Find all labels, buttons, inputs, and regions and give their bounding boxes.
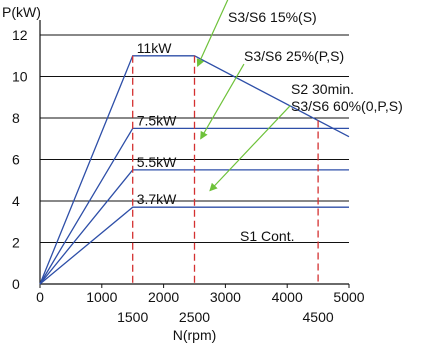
annotation-label: S3/S6 25%(P,S) (244, 48, 344, 64)
annotation-label: S3/S6 15%(S) (228, 9, 317, 25)
y-tick-label: 8 (12, 110, 20, 126)
x-tick-label-extra: 4500 (303, 309, 334, 325)
label-layer: 11kW 7.5kW 5.5kW 3.7kW (137, 40, 177, 207)
x-axis-title: N(rpm) (173, 327, 217, 343)
annotation-label: S3/S6 60%(0,P,S) (291, 98, 403, 114)
y-tick-label: 4 (12, 193, 20, 209)
y-axis-title: P(kW) (2, 4, 41, 20)
x-tick-label: 4000 (272, 289, 303, 305)
x-tick-label: 2000 (148, 289, 179, 305)
duty-label-s1: S1 Cont. (240, 228, 294, 244)
annotation-arrow (200, 63, 245, 140)
x-tick-label: 1000 (86, 289, 117, 305)
annotation-layer: S3/S6 15%(S) S3/S6 25%(P,S) S2 30min.S3/S6… (196, 0, 403, 244)
level-label: 7.5kW (137, 112, 177, 128)
series-line-4 (39, 206, 349, 285)
y-tick-label: 6 (12, 152, 20, 168)
x-tick-label-extra: 2500 (179, 309, 210, 325)
annotation-arrow (209, 105, 291, 192)
series-layer (39, 55, 350, 285)
x-tick-label-extra: 1500 (117, 309, 148, 325)
x-tick-label: 0 (36, 289, 44, 305)
y-tick-label: 12 (12, 27, 28, 43)
x-tick-label: 3000 (210, 289, 241, 305)
y-tick-label: 10 (12, 69, 28, 85)
y-tick-label: 2 (12, 235, 20, 251)
marker-layer (132, 55, 319, 284)
annotation-arrow (196, 0, 229, 68)
axis-layer: 0 2 4 6 8 10 12 0 1000 2000 3000 4000 5000 1500 2500 45… (2, 4, 365, 343)
level-label: 3.7kW (137, 191, 177, 207)
annotation-label: S2 30min. (291, 81, 354, 97)
level-label: 5.5kW (137, 154, 177, 170)
level-label: 11kW (137, 40, 173, 56)
series-line-1 (39, 55, 350, 285)
x-tick-label: 5000 (333, 289, 364, 305)
y-tick-label: 0 (12, 276, 20, 292)
series-line-2 (39, 127, 349, 285)
